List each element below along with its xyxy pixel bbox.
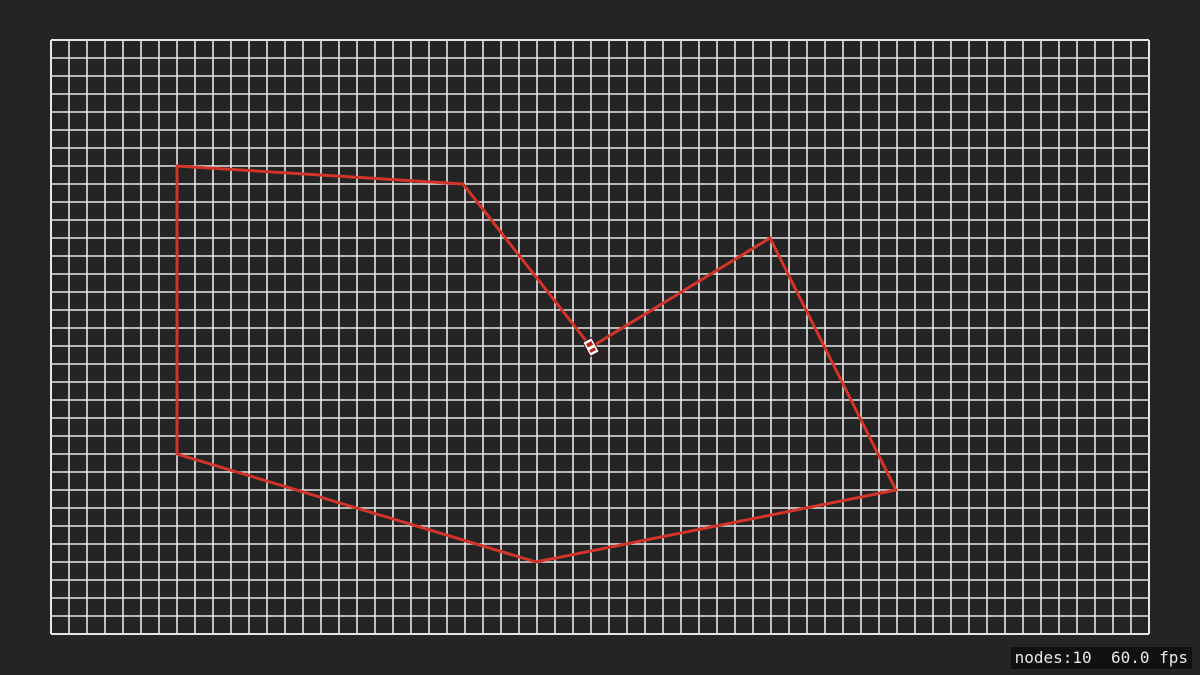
stats-overlay: nodes:10 60.0 fps (1010, 647, 1192, 669)
node-count: nodes:10 (1014, 648, 1092, 667)
fps-counter: 60.0 fps (1110, 648, 1188, 667)
car-sprite (582, 336, 600, 358)
track-path (175, 164, 899, 564)
